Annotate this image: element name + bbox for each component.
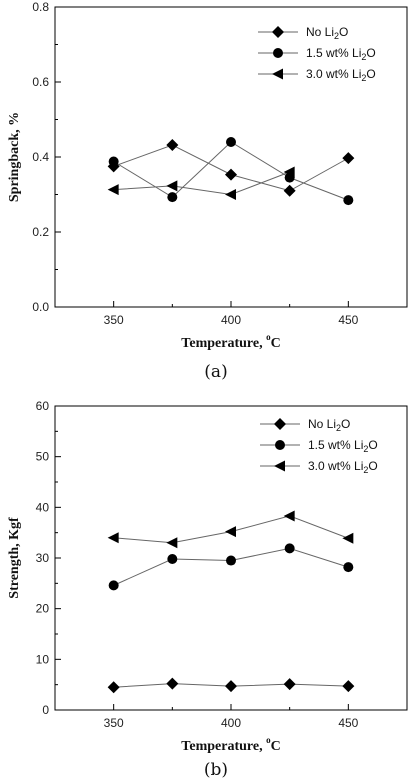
y-tick-label: 0.2 [32, 225, 49, 239]
data-point-series-1 [225, 680, 237, 693]
data-point-series-2 [167, 554, 178, 565]
y-tick-label: 30 [36, 551, 50, 565]
data-point-series-3 [107, 184, 119, 196]
y-axis-title: Strength, Kgf [7, 517, 22, 599]
legend-marker-1 [272, 26, 284, 38]
x-tick-label: 350 [104, 716, 124, 730]
data-point-series-2 [108, 156, 119, 167]
x-tick-label: 400 [221, 313, 241, 327]
data-point-series-2 [108, 580, 119, 591]
x-tick-label: 450 [338, 313, 358, 327]
series-line-2 [113, 547, 349, 586]
chart-2: 0 10 20 30 40 50 60 350 400 450 Temperature, oC Str… [7, 399, 408, 780]
data-point-series-2 [167, 192, 178, 203]
data-point-series-1 [225, 168, 237, 181]
chart-1: 0.0 0.2 0.4 0.6 0.8 350 400 450 Temperature, oC S… [7, 0, 408, 382]
y-tick-label: 0.4 [32, 150, 49, 164]
legend-label-3: 3.0 wt% Li2O [306, 67, 376, 83]
x-axis-title: Temperature, oC [181, 332, 280, 351]
y-tick-label: 10 [36, 652, 50, 666]
x-axis-title: Temperature, oC [181, 735, 280, 754]
data-point-series-1 [342, 680, 355, 693]
x-tick-label: 400 [221, 716, 241, 730]
series-line-1 [113, 144, 349, 192]
data-point-series-3 [166, 537, 178, 549]
series-line-3 [113, 171, 290, 196]
y-tick-label: 60 [36, 399, 50, 413]
x-tick-label: 350 [104, 313, 124, 327]
data-point-series-1 [342, 152, 355, 165]
data-point-series-2 [343, 562, 354, 573]
data-point-series-3 [166, 180, 178, 192]
legend-label-1: No Li2O [308, 417, 350, 433]
data-point-series-2 [284, 543, 295, 554]
legend-marker-3 [274, 460, 285, 472]
y-tick-label: 20 [36, 602, 50, 616]
y-tick-label: 40 [36, 500, 50, 514]
y-tick-label: 50 [36, 450, 50, 464]
data-point-series-1 [166, 139, 179, 151]
legend-marker-1 [274, 418, 286, 430]
legend-label-2: 1.5 wt% Li2O [308, 438, 378, 454]
legend-label-1: No Li2O [306, 25, 348, 41]
x-tick-label: 450 [338, 716, 358, 730]
data-point-series-3 [342, 532, 354, 544]
legend-label-3: 3.0 wt% Li2O [308, 459, 378, 475]
data-point-series-3 [225, 189, 236, 200]
legend-marker-2 [275, 440, 285, 450]
data-point-series-2 [226, 555, 236, 566]
legend-label-2: 1.5 wt% Li2O [306, 46, 376, 62]
data-point-series-1 [166, 677, 179, 690]
data-point-series-3 [283, 510, 295, 522]
legend-marker-3 [272, 68, 283, 80]
y-tick-label: 0 [42, 703, 49, 717]
data-point-series-3 [283, 166, 295, 178]
data-point-series-2 [343, 195, 354, 206]
data-point-series-3 [225, 526, 236, 538]
y-tick-label: 0.0 [32, 300, 49, 314]
data-point-series-3 [107, 532, 119, 544]
figure-caption: (b) [204, 760, 228, 780]
y-tick-label: 0.8 [32, 0, 49, 14]
figure-caption: (a) [204, 362, 227, 382]
data-point-series-1 [283, 184, 296, 197]
data-point-series-1 [107, 681, 120, 694]
y-tick-label: 0.6 [32, 75, 49, 89]
y-axis-title: Springback, % [7, 112, 22, 202]
data-point-series-2 [226, 137, 236, 147]
data-point-series-1 [283, 678, 296, 691]
legend-marker-2 [273, 48, 283, 58]
